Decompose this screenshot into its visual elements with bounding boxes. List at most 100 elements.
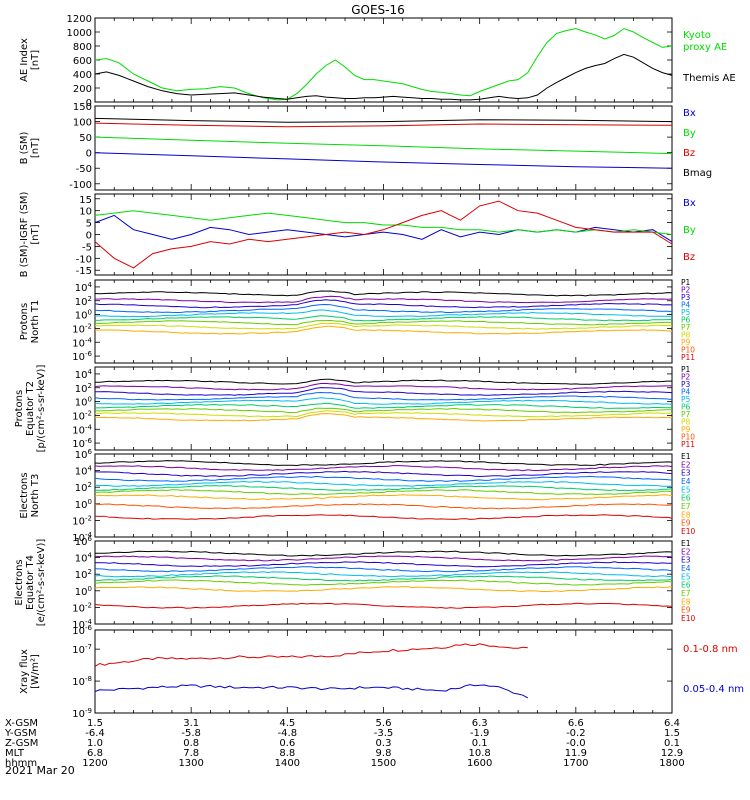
y-tick-label: -5 xyxy=(82,242,92,253)
legend-label: P8 xyxy=(681,418,691,427)
x-row-value: -0.2 xyxy=(566,728,586,739)
x-row-value: 1800 xyxy=(659,758,684,769)
series-line-p1 xyxy=(95,378,672,385)
series-line-bx xyxy=(94,152,673,169)
panel-frame xyxy=(94,629,673,714)
y-axis-label: Electrons xyxy=(19,472,30,518)
legend-label: E8 xyxy=(681,510,691,519)
y-axis-label: Equator T2 xyxy=(25,381,36,436)
y-tick-label: 10-4 xyxy=(72,336,92,349)
series-line-p2 xyxy=(94,295,673,304)
y-tick-label: -15 xyxy=(76,266,92,277)
figure-title: GOES-16 xyxy=(351,3,405,17)
series-line-p6 xyxy=(95,402,673,409)
series-line-p4 xyxy=(94,303,673,314)
series-line-e10 xyxy=(94,514,673,520)
y-tick-label: 10-2 xyxy=(72,322,92,335)
series-line-p8 xyxy=(94,410,673,418)
y-axis-label: [W/m²] xyxy=(30,654,41,689)
y-tick-label: 10-6 xyxy=(72,437,92,450)
series-line-p1 xyxy=(94,290,673,297)
x-row-label: MLT xyxy=(5,748,25,759)
x-row-value: -0.0 xyxy=(566,738,586,749)
x-row-value: -5.8 xyxy=(181,728,201,739)
series-line-p5 xyxy=(94,309,672,318)
legend-label: 0.1-0.8 nm xyxy=(683,644,738,655)
series-line-p6 xyxy=(94,315,673,322)
legend-label: E6 xyxy=(681,494,691,503)
legend-label: E4 xyxy=(681,564,691,573)
x-row-value: 7.8 xyxy=(183,748,199,759)
series-line-themis-ae xyxy=(94,53,673,101)
y-tick-label: 10-4 xyxy=(72,423,92,436)
x-row-value: 6.3 xyxy=(472,718,488,729)
y-tick-label: 104 xyxy=(75,281,93,294)
legend-label: P7 xyxy=(681,323,691,332)
panel-xray: 10-7 10-8 10-9 10-6 Xray flux [W/m²] 0.1-0.8 n… xyxy=(19,624,744,720)
series-line-e3 xyxy=(94,470,673,478)
y-tick-label: 0 xyxy=(86,98,92,109)
y-tick-label: 10-6 xyxy=(72,350,92,363)
series-line-p3 xyxy=(94,387,673,396)
y-tick-label: 1200 xyxy=(67,14,92,25)
series-line-e3 xyxy=(94,561,672,568)
legend-label: P6 xyxy=(681,316,691,325)
series-line-e2 xyxy=(94,555,673,562)
y-axis-label: Xray flux xyxy=(19,649,30,694)
y-tick-label: 10-8 xyxy=(72,675,92,688)
x-row-value: 5.6 xyxy=(376,718,392,729)
legend-label: E7 xyxy=(681,502,691,511)
series-line-0-05-0-4-nm xyxy=(94,684,529,699)
x-row-value: 0.8 xyxy=(183,738,199,749)
y-axis-label: [nT] xyxy=(30,224,41,244)
legend-label: E9 xyxy=(681,519,691,528)
legend-label: P10 xyxy=(681,346,695,355)
legend-label: P3 xyxy=(681,293,691,302)
series-line-e8 xyxy=(94,494,673,501)
y-tick-label: 150 xyxy=(73,102,92,113)
y-tick-label: 106 xyxy=(75,448,93,461)
legend-label: P11 xyxy=(681,353,695,362)
y-tick-label: 5 xyxy=(86,219,92,230)
legend-label: P2 xyxy=(681,286,691,295)
y-tick-label: 50 xyxy=(79,133,92,144)
panel-frame xyxy=(94,17,673,103)
x-row-value: 1.5 xyxy=(87,718,103,729)
y-axis-label: [nT] xyxy=(30,138,41,158)
legend-label: P3 xyxy=(681,380,691,389)
y-tick-label: 100 xyxy=(75,396,92,409)
series-line-e4 xyxy=(94,475,673,482)
series-line-p7 xyxy=(94,319,673,326)
x-row-value: 10.8 xyxy=(469,748,491,759)
x-row-value: 11.9 xyxy=(565,748,587,759)
x-row-value: 1400 xyxy=(275,758,300,769)
series-line-e10 xyxy=(94,602,673,609)
series-line-p2 xyxy=(94,382,672,391)
x-row-value: 0.6 xyxy=(279,738,295,749)
y-axis-label: B (SM) xyxy=(19,131,30,164)
y-tick-label: 102 xyxy=(75,295,92,308)
legend-label: E3 xyxy=(681,469,691,478)
legend-label: proxy AE xyxy=(683,42,727,53)
x-row-value: 12.9 xyxy=(661,748,683,759)
series-line-e7 xyxy=(94,489,673,496)
series-line-bz xyxy=(94,122,673,128)
legend-label: By xyxy=(683,128,696,139)
legend-label: E1 xyxy=(681,452,691,461)
y-tick-label: 1000 xyxy=(67,28,92,39)
series-line-0-1-0-8-nm xyxy=(94,643,528,667)
y-tick-label: 106 xyxy=(75,535,93,548)
x-row-value: 1200 xyxy=(82,758,107,769)
series-line-e1 xyxy=(94,460,673,467)
series-line-p8 xyxy=(94,322,673,330)
legend-label: P1 xyxy=(681,365,691,374)
y-tick-label: 10-9 xyxy=(72,707,92,720)
legend-label: Bx xyxy=(683,108,696,119)
x-row-value: -4.8 xyxy=(278,728,298,739)
y-tick-label: 10-4 xyxy=(72,531,92,544)
series-line-e6 xyxy=(95,575,673,582)
panel-frame xyxy=(94,193,673,276)
